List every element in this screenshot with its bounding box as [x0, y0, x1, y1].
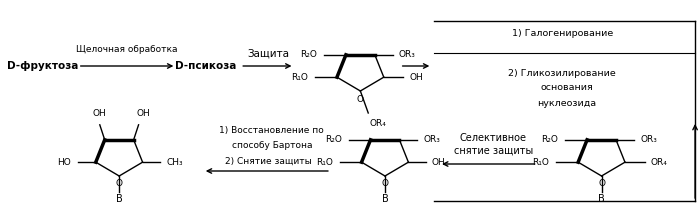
Text: снятие защиты: снятие защиты — [454, 146, 533, 156]
Text: основания: основания — [540, 84, 594, 93]
Text: O: O — [116, 179, 122, 189]
Text: OH: OH — [410, 73, 423, 82]
Text: B: B — [598, 194, 605, 204]
Text: OR₄: OR₄ — [370, 118, 386, 128]
Text: 1) Восстановление по: 1) Восстановление по — [219, 126, 324, 135]
Text: OH: OH — [431, 158, 444, 167]
Text: нуклеозида: нуклеозида — [538, 99, 596, 107]
Text: HO: HO — [57, 158, 71, 167]
Text: R₂O: R₂O — [300, 50, 317, 59]
Text: 1) Галогенирование: 1) Галогенирование — [512, 29, 612, 38]
Text: Селективное: Селективное — [460, 133, 527, 143]
Text: OR₃: OR₃ — [640, 135, 657, 144]
Text: 2) Гликозилирование: 2) Гликозилирование — [508, 69, 616, 78]
Text: R₂O: R₂O — [541, 135, 558, 144]
Text: R₁O: R₁O — [316, 158, 332, 167]
Text: R₁O: R₁O — [291, 73, 308, 82]
Text: B: B — [382, 194, 388, 204]
Text: O: O — [382, 179, 388, 189]
Text: D-фруктоза: D-фруктоза — [7, 61, 78, 71]
Text: OH: OH — [93, 109, 106, 118]
Text: R₂O: R₂O — [325, 135, 342, 144]
Text: B: B — [116, 194, 122, 204]
Text: O: O — [357, 95, 364, 103]
Text: CH₃: CH₃ — [167, 158, 183, 167]
Text: Защита: Защита — [248, 49, 290, 59]
Text: D-псикоза: D-псикоза — [175, 61, 237, 71]
Text: OR₄: OR₄ — [651, 158, 668, 167]
Text: OR₃: OR₃ — [424, 135, 440, 144]
Text: OR₃: OR₃ — [399, 50, 416, 59]
Text: OH: OH — [136, 109, 150, 118]
Text: Щелочная обработка: Щелочная обработка — [76, 46, 178, 55]
Text: способу Бартона: способу Бартона — [232, 141, 312, 151]
Text: R₁O: R₁O — [532, 158, 550, 167]
Text: 2) Снятие защиты: 2) Снятие защиты — [225, 156, 312, 166]
Text: O: O — [598, 179, 605, 189]
